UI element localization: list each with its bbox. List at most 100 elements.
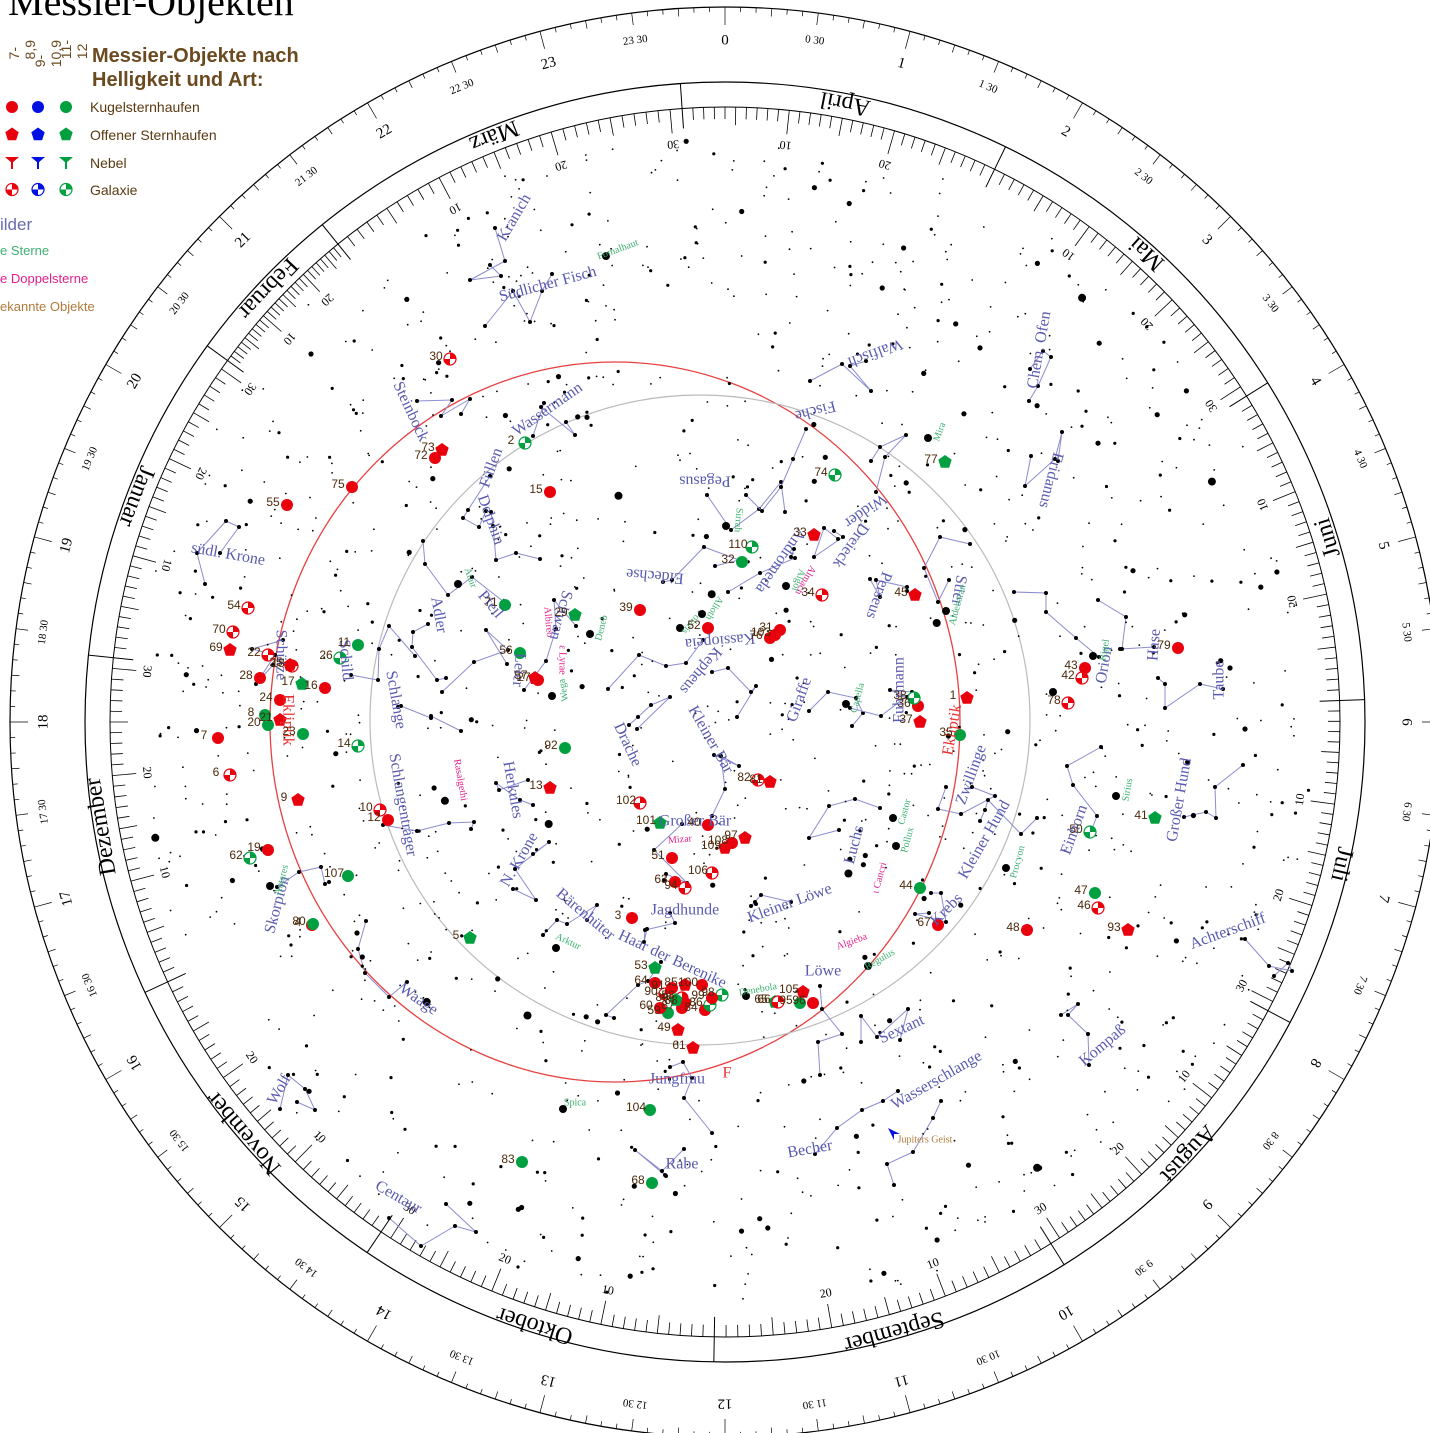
star	[222, 691, 224, 694]
star	[246, 752, 249, 754]
star	[979, 488, 983, 492]
star	[1050, 249, 1054, 253]
day-tick	[145, 515, 157, 521]
day-tick	[1325, 668, 1338, 670]
star	[1254, 913, 1258, 917]
hour-tick	[951, 44, 956, 53]
star	[436, 360, 442, 366]
star	[977, 345, 983, 351]
hour-tick	[301, 145, 306, 150]
named-star-dot	[782, 582, 790, 590]
star	[821, 365, 824, 367]
constellation-star	[789, 900, 793, 904]
hour-tick	[862, 1415, 865, 1424]
constellation-star	[1012, 590, 1016, 594]
star	[982, 226, 985, 228]
day-tick	[438, 177, 451, 199]
star	[513, 304, 516, 307]
hour-tick	[139, 311, 144, 316]
day-tick	[241, 341, 252, 350]
star	[1242, 726, 1248, 732]
star	[1070, 1155, 1073, 1157]
star	[351, 408, 356, 412]
messier-82-galaxy	[752, 774, 764, 786]
hour-tick	[20, 844, 26, 847]
star	[864, 519, 868, 523]
star	[1254, 572, 1256, 575]
star	[480, 518, 483, 520]
star	[1287, 856, 1289, 859]
hour-tick	[1424, 844, 1430, 847]
hour-tick	[197, 238, 202, 243]
day-tick	[1247, 1022, 1259, 1030]
star	[739, 208, 745, 215]
constellation-star	[701, 638, 705, 642]
day-tick	[1164, 1125, 1179, 1138]
day-label: 20	[1109, 1139, 1127, 1157]
hour-tick	[26, 566, 32, 569]
day-label: 30	[1032, 1199, 1050, 1217]
star	[763, 260, 767, 264]
day-tick	[574, 125, 578, 138]
star	[1255, 793, 1258, 796]
hour-tick	[1278, 1166, 1283, 1170]
star	[187, 667, 189, 669]
star	[952, 750, 955, 752]
day-tick	[1014, 1250, 1021, 1262]
day-label: 20	[877, 156, 892, 173]
star	[1088, 849, 1090, 852]
constellation-star	[939, 1099, 943, 1103]
star	[496, 390, 498, 393]
star	[485, 416, 488, 419]
star	[895, 625, 897, 628]
hour-tick	[554, 27, 557, 33]
day-tick	[962, 1276, 968, 1288]
day-tick	[907, 1296, 913, 1309]
day-label: 20	[1137, 315, 1155, 333]
star	[544, 811, 547, 814]
star	[903, 772, 906, 775]
star	[1154, 896, 1157, 898]
messier-93-symbol	[1121, 923, 1135, 936]
star	[225, 726, 228, 729]
hour-tick	[967, 50, 970, 55]
constellation-star	[323, 882, 327, 886]
day-tick	[1251, 990, 1273, 1002]
hour-tick	[148, 298, 153, 303]
star	[689, 452, 691, 455]
month-label: Mai	[1123, 231, 1169, 276]
constellation-star	[410, 645, 414, 649]
day-tick	[950, 151, 956, 164]
constellation-star	[286, 1073, 290, 1077]
star	[262, 388, 265, 390]
day-tick	[249, 1104, 260, 1114]
hour-tick	[1386, 462, 1392, 465]
constellation-star	[813, 1152, 817, 1156]
day-tick	[128, 867, 141, 872]
star	[784, 917, 786, 920]
constellation-star	[820, 1007, 824, 1011]
day-tick	[1291, 511, 1304, 517]
constellation-star	[539, 405, 543, 409]
constellation-line	[1013, 591, 1100, 658]
star	[1108, 896, 1111, 899]
star	[509, 420, 512, 423]
messier-109-label: 109	[701, 838, 721, 852]
messier-31-label: 31	[759, 620, 773, 634]
day-tick	[1086, 1204, 1095, 1215]
star	[1012, 1058, 1018, 1064]
star	[345, 733, 348, 735]
constellation-star	[681, 1060, 685, 1064]
star	[1006, 448, 1010, 453]
star	[496, 865, 500, 869]
day-label: 10	[311, 1127, 329, 1145]
star	[315, 517, 317, 519]
star	[844, 869, 853, 878]
messier-63-label: 63	[654, 872, 668, 886]
messier-106-label: 106	[688, 863, 708, 877]
messier-34-galaxy	[816, 589, 828, 601]
star	[886, 840, 888, 843]
hour-tick	[1392, 964, 1397, 967]
star	[922, 1061, 925, 1064]
legend-label: Offener Sternhaufen	[90, 127, 217, 143]
